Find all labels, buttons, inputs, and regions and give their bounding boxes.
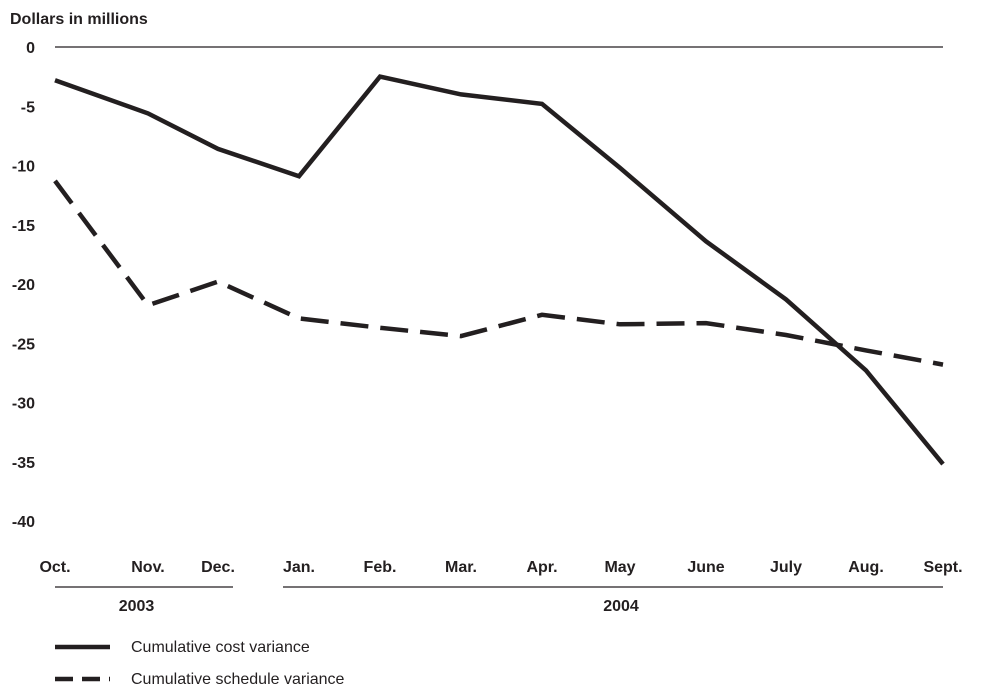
y-axis-label: Dollars in millions [10,11,148,28]
x-tick-label: Nov. [131,559,164,576]
legend-label: Cumulative schedule variance [131,671,345,688]
y-tick-label: 0 [26,40,35,57]
x-tick-label: Dec. [201,559,235,576]
x-tick-label: Aug. [848,559,884,576]
y-tick-label: -10 [12,159,35,176]
y-tick-label: -30 [12,396,35,413]
year-group-label: 2003 [119,598,155,615]
y-axis-ticks: 0 -5 -10 -15 -20 -25 -30 -35 -40 [12,40,35,531]
year-group-label: 2004 [603,598,639,615]
x-axis-ticks: Oct. Nov. Dec. Jan. Feb. Mar. Apr. May June July A… [39,559,962,576]
x-tick-label: Feb. [364,559,397,576]
y-tick-label: -25 [12,336,35,353]
y-tick-label: -20 [12,277,35,294]
y-tick-label: -35 [12,455,35,472]
legend: Cumulative cost variance Cumulative sched… [55,639,345,688]
x-tick-label: May [604,559,635,576]
x-tick-label: Apr. [526,559,557,576]
x-tick-label: Oct. [39,559,70,576]
series-line-cost-variance [54,74,945,466]
series-line-schedule-variance [53,179,944,367]
x-tick-label: Sept. [923,559,962,576]
x-tick-label: June [687,559,724,576]
y-tick-label: -5 [21,99,35,116]
series-group [53,74,945,466]
y-tick-label: -15 [12,218,35,235]
x-tick-label: July [770,559,802,576]
year-groups: 2003 2004 [55,586,943,615]
x-tick-label: Jan. [283,559,315,576]
x-tick-label: Mar. [445,559,477,576]
legend-label: Cumulative cost variance [131,639,310,656]
y-tick-label: -40 [12,514,35,531]
